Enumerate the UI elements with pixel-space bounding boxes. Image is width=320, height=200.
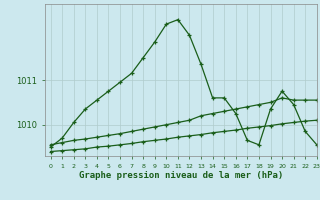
X-axis label: Graphe pression niveau de la mer (hPa): Graphe pression niveau de la mer (hPa) <box>79 171 283 180</box>
